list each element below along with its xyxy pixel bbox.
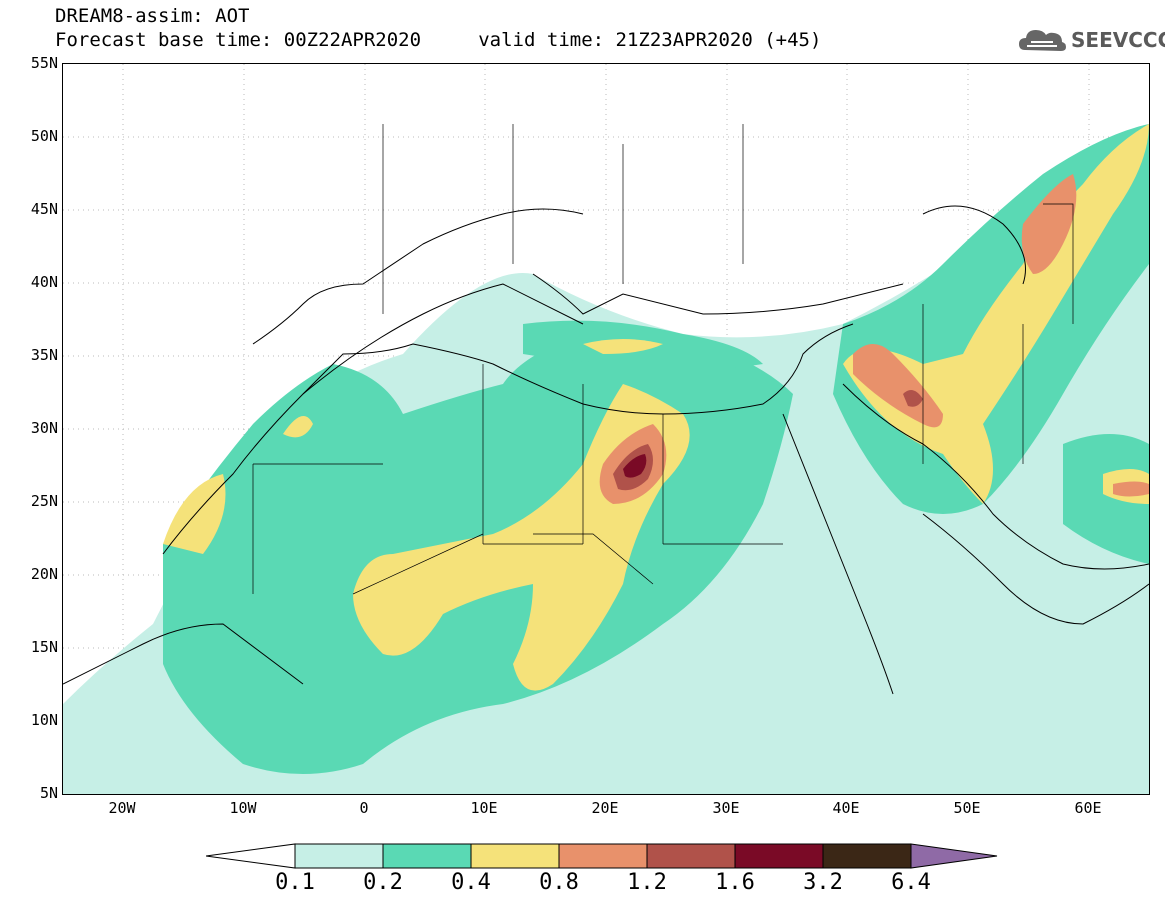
lat-label: 35N xyxy=(30,346,58,364)
color-legend xyxy=(206,843,998,869)
legend-level-label: 3.2 xyxy=(803,870,843,895)
logo-text: SEEVCCC xyxy=(1071,28,1165,52)
lat-label: 55N xyxy=(30,54,58,72)
lon-label: 10E xyxy=(470,799,498,817)
legend-swatch xyxy=(382,843,472,869)
lat-label: 10N xyxy=(30,711,58,729)
legend-level-label: 1.6 xyxy=(715,870,755,895)
cloud-icon xyxy=(1019,30,1066,51)
legend-swatch xyxy=(822,843,912,869)
map-subtitle: Forecast base time: 00Z22APR2020 valid t… xyxy=(55,29,822,51)
legend-level-label: 0.4 xyxy=(451,870,491,895)
legend-level-label: 0.8 xyxy=(539,870,579,895)
legend-swatch xyxy=(646,843,736,869)
aot-map xyxy=(63,64,1149,794)
lat-label: 20N xyxy=(30,565,58,583)
map-title: DREAM8-assim: AOT xyxy=(55,5,250,27)
lat-label: 45N xyxy=(30,200,58,218)
lat-label: 15N xyxy=(30,638,58,656)
legend-swatch-below xyxy=(206,843,296,869)
legend-swatch xyxy=(734,843,824,869)
legend-level-label: 0.2 xyxy=(363,870,403,895)
legend-swatch-above xyxy=(910,843,998,869)
lon-label: 30E xyxy=(712,799,740,817)
legend-level-label: 1.2 xyxy=(627,870,667,895)
lon-label: 20E xyxy=(591,799,619,817)
legend-level-label: 6.4 xyxy=(891,870,931,895)
lat-label: 50N xyxy=(30,127,58,145)
lon-label: 60E xyxy=(1074,799,1102,817)
coastlines xyxy=(63,205,1149,695)
lon-label: 40E xyxy=(832,799,860,817)
lon-label: 0 xyxy=(359,799,369,817)
lon-label: 10W xyxy=(229,799,257,817)
lat-label: 25N xyxy=(30,492,58,510)
legend-swatch xyxy=(558,843,648,869)
lon-label: 20W xyxy=(108,799,136,817)
legend-swatch xyxy=(294,843,384,869)
aot-level-1-6 xyxy=(623,454,647,478)
lon-label: 50E xyxy=(953,799,981,817)
map-panel xyxy=(62,63,1150,795)
lat-label: 5N xyxy=(39,784,58,802)
country-borders xyxy=(252,124,1074,595)
legend-swatch xyxy=(470,843,560,869)
lat-label: 30N xyxy=(30,419,58,437)
seevccc-logo: SEEVCCC xyxy=(1017,22,1165,58)
legend-level-label: 0.1 xyxy=(275,870,315,895)
lat-label: 40N xyxy=(30,273,58,291)
